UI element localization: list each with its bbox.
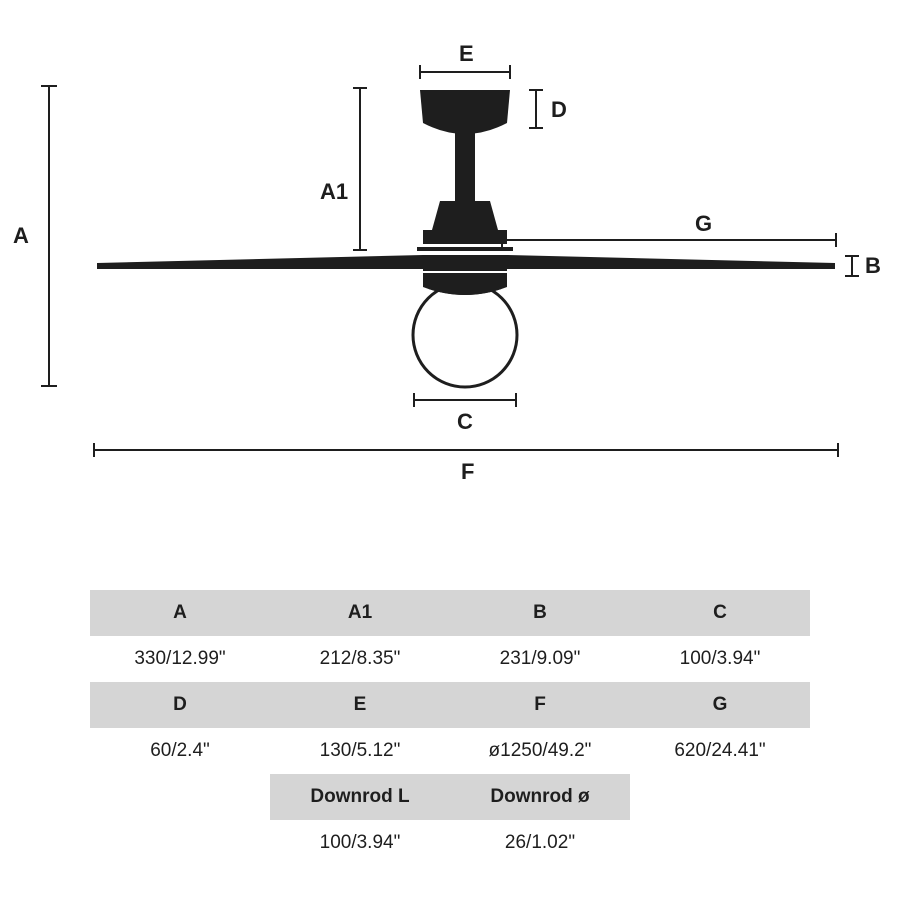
col-header: C [630,590,810,636]
dim-label-B: B [865,253,881,279]
table-row: 60/2.4" 130/5.12" ø1250/49.2" 620/24.41" [90,728,810,774]
cell-value: 100/3.94" [270,820,450,866]
dim-label-C: C [457,409,473,435]
dim-label-D: D [551,97,567,123]
table-row: 100/3.94" 26/1.02" [90,820,810,866]
dim-label-A: A [13,223,29,249]
table-row: Downrod L Downrod ø [90,774,810,820]
cell-value: 26/1.02" [450,820,630,866]
col-header: E [270,682,450,728]
cell-value: 330/12.99" [90,636,270,682]
dim-label-A1: A1 [320,179,348,205]
dimensions-table: A A1 B C 330/12.99" 212/8.35" 231/9.09" … [90,590,810,866]
dim-label-F: F [461,459,474,485]
cell-value: 620/24.41" [630,728,810,774]
cell-value: 231/9.09" [450,636,630,682]
dim-label-E: E [459,41,474,67]
col-header: A [90,590,270,636]
col-header: Downrod ø [450,774,630,820]
table-row: D E F G [90,682,810,728]
dim-label-G: G [695,211,712,237]
col-header: D [90,682,270,728]
col-header: B [450,590,630,636]
cell-value: 130/5.12" [270,728,450,774]
col-header: G [630,682,810,728]
cell-value: 212/8.35" [270,636,450,682]
dimension-diagram: A A1 E D G B C F [35,55,865,475]
table-row: A A1 B C [90,590,810,636]
col-header: A1 [270,590,450,636]
fan-technical-drawing [35,55,865,475]
cell-value: ø1250/49.2" [450,728,630,774]
cell-value: 100/3.94" [630,636,810,682]
table-row: 330/12.99" 212/8.35" 231/9.09" 100/3.94" [90,636,810,682]
cell-value: 60/2.4" [90,728,270,774]
col-header: Downrod L [270,774,450,820]
col-header: F [450,682,630,728]
